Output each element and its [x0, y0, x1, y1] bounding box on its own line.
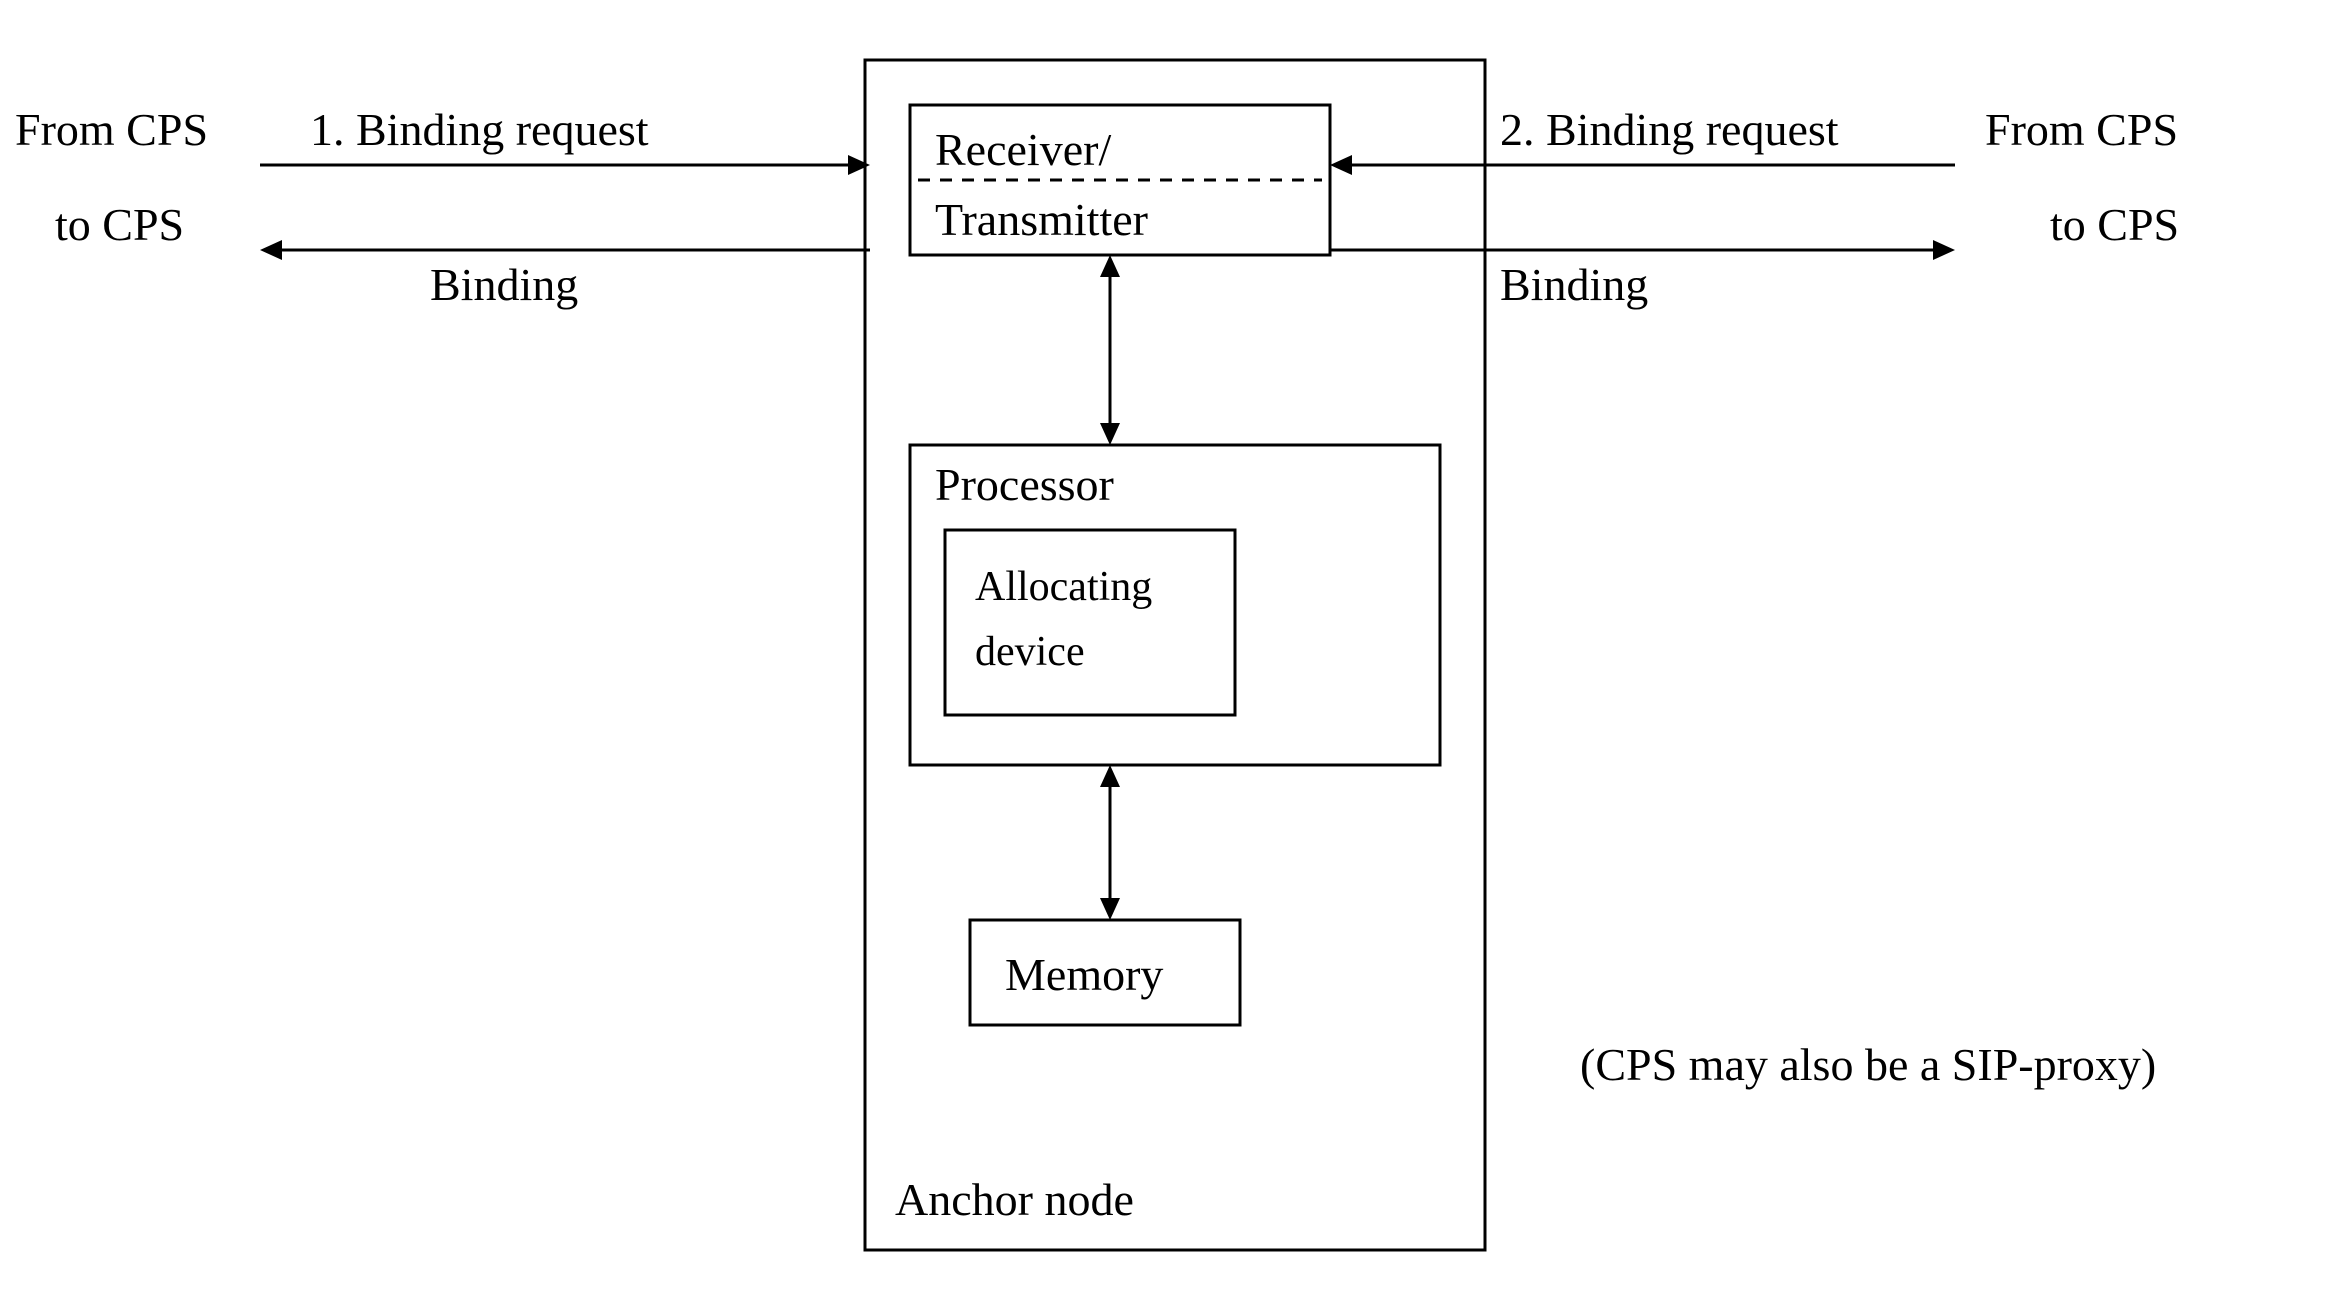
nodes.anchor.label: Anchor node [895, 1174, 1134, 1225]
nodes.memory.label: Memory [1005, 949, 1163, 1000]
edges.left_in.endpoint_top: From CPS [15, 104, 208, 155]
nodes.rxtx.label_top: Receiver/ [935, 124, 1111, 175]
nodes.rxtx.label_bot: Transmitter [935, 194, 1148, 245]
note.text: (CPS may also be a SIP-proxy) [1580, 1039, 2156, 1090]
edges.left_in.label: 1. Binding request [310, 104, 649, 155]
edges.right_out.label: Binding [1500, 259, 1648, 310]
edges.right_in.endpoint_top: From CPS [1985, 104, 2178, 155]
nodes.alloc.label_top: Allocating [975, 564, 1152, 610]
edges.left_out.label: Binding [430, 259, 578, 310]
edges.right_in.label: 2. Binding request [1500, 104, 1839, 155]
edges.right_in.endpoint_bot: to CPS [2050, 199, 2179, 250]
nodes.processor.label: Processor [935, 459, 1114, 510]
edges.left_in.endpoint_bot: to CPS [55, 199, 184, 250]
nodes.alloc.label_bot: device [975, 629, 1085, 675]
allocating-device-box [945, 530, 1235, 715]
